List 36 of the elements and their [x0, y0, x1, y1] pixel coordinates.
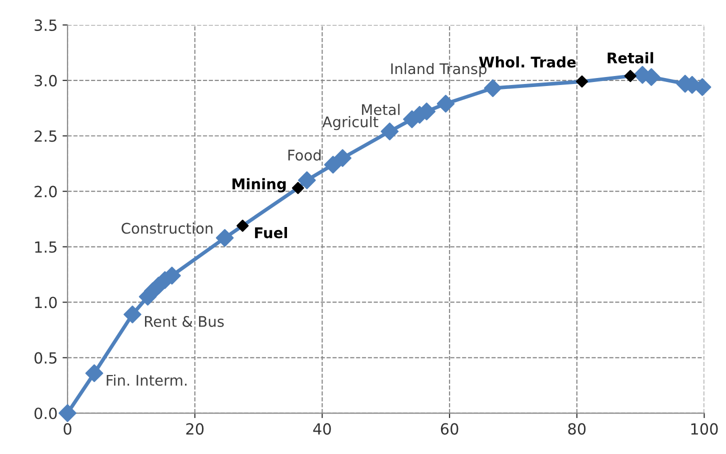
point: [216, 228, 234, 247]
y-tick-label: 0.5: [34, 352, 56, 364]
x-tick-label: 100: [691, 423, 718, 435]
data-label: Fin. Interm.: [106, 374, 187, 386]
x-tick-label: 0: [64, 423, 72, 435]
x-tick-label: 40: [313, 423, 331, 435]
data-label: Food: [288, 149, 321, 161]
data-label: Construction: [122, 222, 212, 234]
y-tick-label: 1.5: [35, 241, 56, 253]
point: [484, 79, 502, 98]
y-tick-label: 1.0: [35, 296, 57, 308]
point: [624, 70, 636, 82]
point: [334, 149, 352, 167]
y-tick-label: 0.0: [34, 408, 57, 420]
point: [380, 122, 399, 140]
point: [124, 306, 142, 324]
y-tick-label: 2.5: [34, 130, 56, 142]
point: [576, 75, 588, 88]
data-label: Mining: [232, 178, 286, 192]
data-label: Rent & Bus: [145, 316, 224, 327]
point: [58, 404, 76, 422]
data-label: Agricult: [322, 116, 378, 130]
y-tick-label: 2.0: [34, 186, 57, 198]
y-tick-label: 3.0: [34, 74, 57, 86]
data-label: Fuel: [255, 226, 287, 238]
x-tick-label: 20: [186, 423, 204, 435]
point: [236, 220, 249, 232]
point: [436, 94, 455, 113]
x-tick-label: 80: [568, 423, 586, 435]
data-label: Metal: [362, 104, 400, 116]
point: [85, 364, 104, 382]
data-label: Retail: [608, 52, 654, 64]
point: [298, 171, 316, 190]
point: [292, 182, 304, 194]
x-tick-label: 60: [440, 423, 458, 435]
y-tick-label: 3.5: [34, 19, 56, 31]
